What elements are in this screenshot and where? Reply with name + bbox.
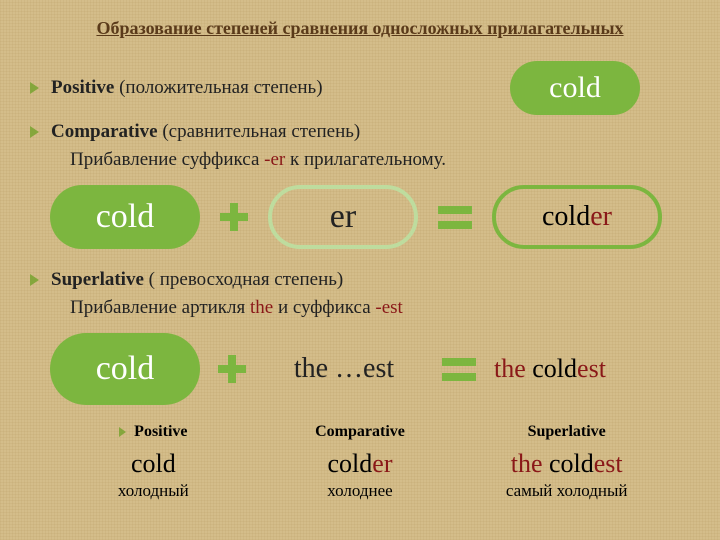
sup-mid-text: the …est	[264, 353, 424, 385]
ru-superlative: самый холодный	[463, 481, 670, 501]
word-positive: cold	[50, 449, 257, 479]
superlative-equation: cold the …est the coldest	[50, 333, 690, 405]
superlative-desc: Прибавление артикля the и суффикса -est	[70, 297, 690, 319]
slide: Образование степеней сравнения односложн…	[0, 0, 720, 540]
comp-mid-pill: er	[268, 185, 418, 249]
comp-result: colder	[492, 185, 662, 249]
superlative-bullet: Superlative ( превосходная степень)	[30, 269, 690, 291]
positive-bullet: Positive (положительная степень)	[30, 77, 510, 99]
plus-icon	[220, 203, 248, 231]
comparative-label: Comparative (сравнительная степень)	[51, 121, 360, 143]
header-superlative: Superlative	[463, 423, 670, 441]
bullet-icon	[119, 427, 126, 437]
word-superlative: the coldest	[463, 449, 670, 479]
header-comparative: Comparative	[257, 423, 464, 441]
comparative-bullet: Comparative (сравнительная степень)	[30, 121, 690, 143]
superlative-label: Superlative ( превосходная степень)	[51, 269, 343, 291]
header-positive: Positive	[50, 423, 257, 441]
bullet-icon	[30, 274, 39, 286]
positive-pill: cold	[510, 61, 640, 115]
word-comparative: colder	[257, 449, 464, 479]
slide-title: Образование степеней сравнения односложн…	[30, 18, 690, 39]
summary-headers: Positive cold холодный Comparative colde…	[30, 423, 690, 501]
ru-positive: холодный	[50, 481, 257, 501]
comp-left-pill: cold	[50, 185, 200, 249]
sup-left-pill: cold	[50, 333, 200, 405]
comparative-equation: cold er colder	[50, 185, 690, 249]
bullet-icon	[30, 82, 39, 94]
positive-label: Positive (положительная степень)	[51, 77, 323, 99]
bullet-icon	[30, 126, 39, 138]
equals-icon	[442, 358, 476, 381]
plus-icon	[218, 355, 246, 383]
comparative-desc: Прибавление суффикса -er к прилагательно…	[70, 149, 690, 171]
ru-comparative: холоднее	[257, 481, 464, 501]
sup-result: the coldest	[494, 354, 606, 384]
equals-icon	[438, 206, 472, 229]
